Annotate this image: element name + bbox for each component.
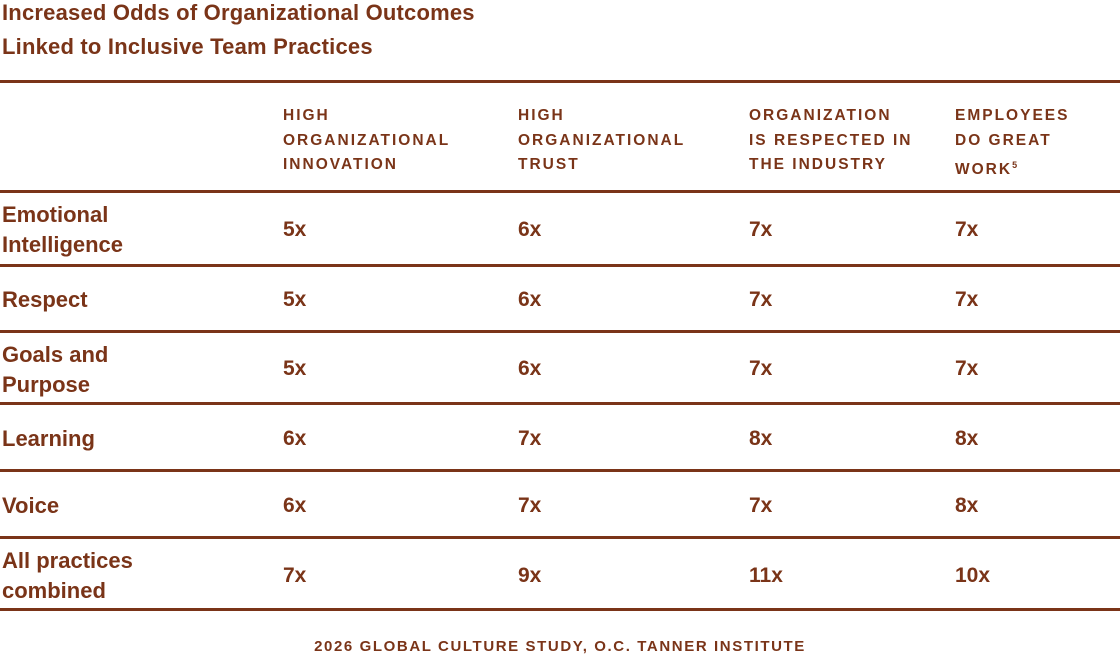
cell-value: 7x — [749, 288, 773, 311]
cell-value: 7x — [518, 427, 542, 450]
row-rule — [0, 536, 1120, 539]
row-label-line: Learning — [2, 426, 95, 451]
cell-value: 10x — [955, 564, 991, 587]
row-label-voice: Voice — [2, 491, 59, 521]
row-label-line: Voice — [2, 493, 60, 518]
cell-value: 6x — [283, 494, 307, 517]
cell-value: 11x — [749, 564, 783, 587]
cell-value: 7x — [955, 288, 979, 311]
cell-value: 7x — [749, 494, 773, 517]
header-line: HIGH — [283, 107, 330, 124]
cell-value: 7x — [955, 357, 979, 380]
top-rule — [0, 80, 1120, 83]
row-label-learning: Learning — [2, 424, 95, 454]
header-line: ORGANIZATIONAL — [518, 131, 686, 149]
cell-value: 6x — [518, 357, 542, 380]
source-caption: 2026 GLOBAL CULTURE STUDY, O.C. TANNER I… — [314, 638, 806, 655]
row-label-goals-and-purpose: Goals and Purpose — [2, 340, 108, 400]
row-rule — [0, 469, 1120, 472]
row-rule — [0, 190, 1120, 193]
header-line-text: WORK — [955, 161, 1013, 178]
cell-value: 7x — [283, 564, 307, 587]
cell-value: 7x — [749, 357, 773, 380]
header-line: IS RESPECTED IN — [749, 131, 913, 149]
row-label-line: Goals and — [2, 342, 109, 367]
cell-value: 5x — [283, 288, 307, 311]
header-line: DO GREAT — [955, 131, 1052, 149]
table-title-line1: Increased Odds of Organizational Outcome… — [2, 0, 475, 25]
row-label-line: Emotional — [2, 202, 109, 227]
row-label-emotional-intelligence: Emotional Intelligence — [2, 200, 123, 260]
footnote-marker: 5 — [1012, 160, 1018, 170]
row-label-line: Purpose — [2, 372, 91, 397]
row-rule — [0, 330, 1120, 333]
column-header-trust: HIGH ORGANIZATIONAL TRUST — [518, 104, 685, 178]
row-label-line: Intelligence — [2, 232, 124, 257]
row-label-line: combined — [2, 578, 106, 603]
row-rule — [0, 264, 1120, 267]
table-title-line2: Linked to Inclusive Team Practices — [2, 34, 373, 59]
header-line: EMPLOYEES — [955, 107, 1070, 124]
header-line: TRUST — [518, 156, 580, 173]
header-line: INNOVATION — [283, 156, 399, 173]
cell-value: 6x — [283, 427, 307, 450]
cell-value: 6x — [518, 288, 542, 311]
header-line: HIGH — [518, 107, 565, 124]
cell-value: 8x — [955, 494, 979, 517]
cell-value: 9x — [518, 564, 542, 587]
column-header-innovation: HIGH ORGANIZATIONAL INNOVATION — [283, 104, 450, 178]
cell-value: 5x — [283, 218, 307, 241]
cell-value: 8x — [955, 427, 979, 450]
cell-value: 6x — [518, 218, 542, 241]
cell-value: 7x — [749, 218, 773, 241]
row-rule — [0, 402, 1120, 405]
row-label-line: Respect — [2, 287, 88, 312]
header-line: ORGANIZATION — [749, 107, 892, 124]
column-header-respected: ORGANIZATION IS RESPECTED IN THE INDUSTR… — [749, 104, 913, 178]
row-label-line: All practices — [2, 548, 133, 573]
cell-value: 5x — [283, 357, 307, 380]
header-line: ORGANIZATIONAL — [283, 131, 451, 149]
cell-value: 8x — [749, 427, 773, 450]
bottom-rule — [0, 608, 1120, 611]
header-line: THE INDUSTRY — [749, 156, 887, 173]
column-header-great-work: EMPLOYEES DO GREAT WORK5 — [955, 104, 1069, 183]
row-label-respect: Respect — [2, 285, 88, 315]
header-line: WORK5 — [955, 153, 1069, 183]
cell-value: 7x — [518, 494, 542, 517]
row-label-all-practices-combined: All practices combined — [2, 546, 133, 606]
cell-value: 7x — [955, 218, 979, 241]
